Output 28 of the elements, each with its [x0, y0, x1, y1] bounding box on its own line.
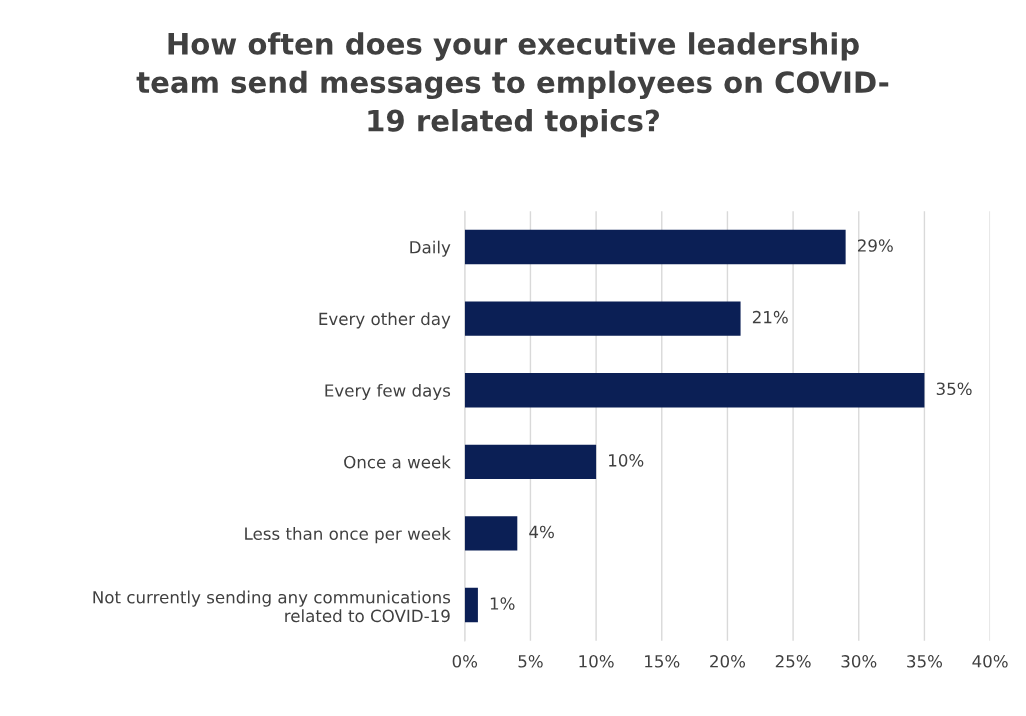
x-tick-label: 15%: [645, 655, 680, 668]
y-tick-label: Not currently sending any communications related to COVID-19: [93, 590, 451, 623]
y-tick-label: Daily: [410, 240, 451, 257]
y-tick-label: Once a week: [344, 455, 451, 469]
bar: [464, 301, 741, 336]
y-tick-label: Every other day: [319, 312, 451, 329]
x-tick-label: 20%: [710, 655, 746, 668]
bar: [464, 373, 925, 408]
x-tick-label: 35%: [907, 655, 943, 668]
bar: [464, 229, 846, 265]
data-label: 10%: [609, 454, 644, 467]
x-tick-label: 0%: [452, 655, 478, 668]
x-tick-label: 10%: [579, 655, 614, 668]
x-tick-label: 5%: [518, 655, 543, 668]
x-tick-label: 25%: [775, 655, 811, 668]
data-label: 1%: [490, 597, 515, 610]
y-tick-label: Less than once per week: [245, 527, 451, 544]
data-label: 4%: [529, 525, 554, 539]
bar: [464, 444, 597, 479]
data-label: 35%: [936, 382, 972, 396]
bar: [464, 516, 518, 551]
x-tick-label: 30%: [841, 655, 877, 668]
data-label: 29%: [857, 239, 893, 252]
x-tick-label: 40%: [972, 655, 1008, 668]
bar: [464, 587, 478, 623]
y-tick-label: Every few days: [325, 383, 451, 401]
chart-title: How often does your executive leadership team send messages to employees on COVID- 19 related topics?: [136, 32, 889, 138]
data-label: 21%: [752, 310, 788, 324]
